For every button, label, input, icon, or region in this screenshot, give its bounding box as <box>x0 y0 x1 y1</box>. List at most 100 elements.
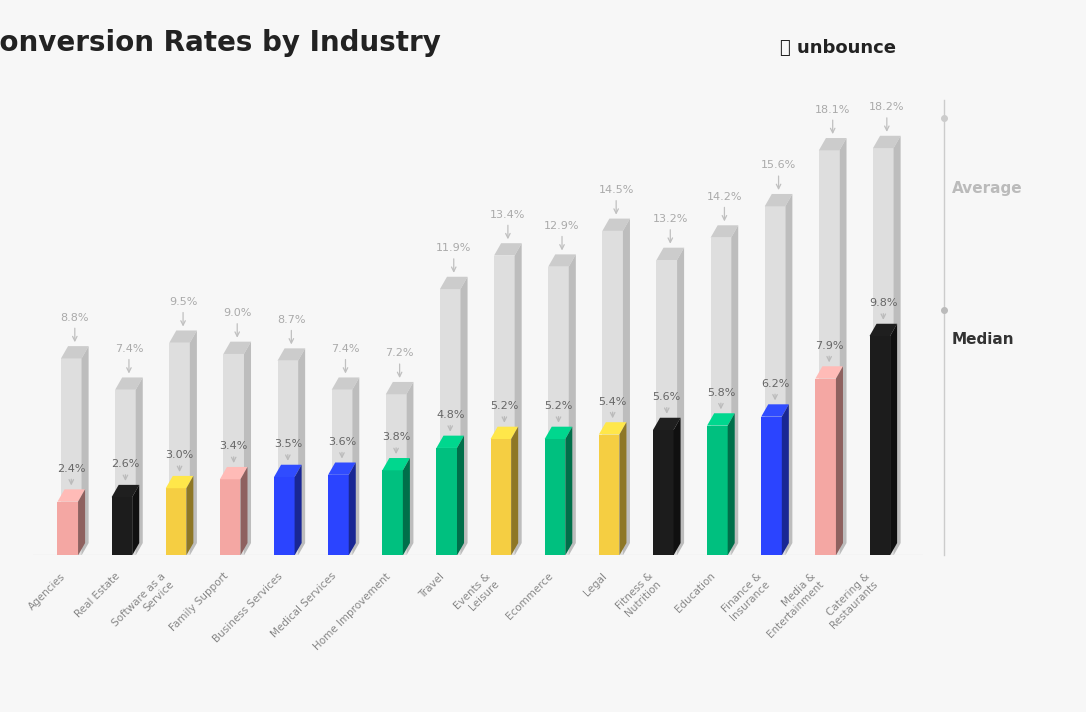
Text: Ecommerce: Ecommerce <box>504 571 555 622</box>
Text: Catering &
Restaurants: Catering & Restaurants <box>820 571 880 631</box>
Polygon shape <box>386 382 414 394</box>
Text: 5.6%: 5.6% <box>653 392 681 412</box>
Polygon shape <box>382 458 409 471</box>
Text: 3.4%: 3.4% <box>219 441 248 461</box>
Polygon shape <box>244 342 251 555</box>
Polygon shape <box>349 463 356 555</box>
Text: 14.5%: 14.5% <box>598 185 634 214</box>
Text: 9.5%: 9.5% <box>169 297 198 325</box>
Text: Software as a
Service: Software as a Service <box>111 571 176 637</box>
Polygon shape <box>406 382 414 555</box>
Polygon shape <box>437 436 464 448</box>
Text: 2.4%: 2.4% <box>58 464 86 484</box>
Text: 18.2%: 18.2% <box>869 103 905 130</box>
Polygon shape <box>132 485 139 555</box>
Polygon shape <box>328 463 356 475</box>
Polygon shape <box>299 348 305 555</box>
Text: 5.4%: 5.4% <box>598 397 627 417</box>
Text: Events &
Leisure: Events & Leisure <box>453 571 501 619</box>
Text: Education: Education <box>673 571 718 615</box>
Bar <box>816 379 836 555</box>
Bar <box>112 497 132 555</box>
Polygon shape <box>761 404 788 417</box>
Text: 9.8%: 9.8% <box>869 298 897 318</box>
Polygon shape <box>224 342 251 354</box>
Text: 4.8%: 4.8% <box>435 410 465 430</box>
Polygon shape <box>352 377 359 555</box>
Polygon shape <box>598 422 627 434</box>
Text: Conversion Rates by Industry: Conversion Rates by Industry <box>0 29 441 57</box>
Polygon shape <box>870 324 897 336</box>
Text: 13.4%: 13.4% <box>490 210 526 238</box>
Text: 7.2%: 7.2% <box>386 348 414 377</box>
Polygon shape <box>169 330 197 342</box>
Polygon shape <box>619 422 627 555</box>
Polygon shape <box>836 366 843 555</box>
Polygon shape <box>785 194 793 555</box>
Bar <box>382 471 403 555</box>
Polygon shape <box>403 458 409 555</box>
Polygon shape <box>569 254 576 555</box>
Text: 8.7%: 8.7% <box>277 315 305 343</box>
Text: Finance &
Insurance: Finance & Insurance <box>720 571 771 622</box>
Text: 5.2%: 5.2% <box>490 401 518 422</box>
Bar <box>169 342 190 555</box>
Polygon shape <box>294 465 302 555</box>
Polygon shape <box>81 346 89 555</box>
Polygon shape <box>278 348 305 361</box>
Polygon shape <box>894 136 900 555</box>
Text: 7.4%: 7.4% <box>115 344 143 372</box>
Polygon shape <box>115 377 142 389</box>
Polygon shape <box>545 426 572 439</box>
Bar <box>437 448 457 555</box>
Text: 18.1%: 18.1% <box>814 105 850 132</box>
Bar <box>819 150 839 555</box>
Text: 12.9%: 12.9% <box>544 221 580 249</box>
Polygon shape <box>331 377 359 389</box>
Polygon shape <box>457 436 464 555</box>
Polygon shape <box>491 426 518 439</box>
Polygon shape <box>782 404 788 555</box>
Text: Travel: Travel <box>418 571 446 600</box>
Polygon shape <box>603 219 630 231</box>
Text: Average: Average <box>951 182 1022 197</box>
Polygon shape <box>61 346 89 358</box>
Text: 2.6%: 2.6% <box>111 459 140 480</box>
Text: Business Services: Business Services <box>211 571 285 644</box>
Text: 3.6%: 3.6% <box>328 437 356 457</box>
Text: 3.8%: 3.8% <box>382 432 411 453</box>
Polygon shape <box>548 254 576 267</box>
Text: Real Estate: Real Estate <box>74 571 122 619</box>
Bar <box>870 336 891 555</box>
Polygon shape <box>58 489 85 502</box>
Text: 11.9%: 11.9% <box>437 244 471 271</box>
Bar <box>328 475 349 555</box>
Text: Family Support: Family Support <box>168 571 230 634</box>
Text: Medical Services: Medical Services <box>269 571 339 640</box>
Bar <box>545 439 566 555</box>
Bar <box>656 260 677 555</box>
Polygon shape <box>765 194 793 206</box>
Text: 7.9%: 7.9% <box>814 340 844 361</box>
Bar <box>548 267 569 555</box>
Bar <box>61 358 81 555</box>
Text: 5.8%: 5.8% <box>707 387 735 408</box>
Text: Agencies: Agencies <box>27 571 67 612</box>
Text: 5.2%: 5.2% <box>544 401 572 422</box>
Bar <box>491 439 512 555</box>
Polygon shape <box>673 418 681 555</box>
Text: Fitness &
Nutrition: Fitness & Nutrition <box>615 571 664 620</box>
Bar <box>598 434 619 555</box>
Polygon shape <box>240 467 248 555</box>
Text: 9.0%: 9.0% <box>223 308 251 336</box>
Polygon shape <box>460 277 468 555</box>
Text: Media &
Entertainment: Media & Entertainment <box>757 571 825 639</box>
Text: Home Improvement: Home Improvement <box>312 571 392 651</box>
Text: 14.2%: 14.2% <box>707 192 742 220</box>
Polygon shape <box>710 225 738 238</box>
Text: Legal: Legal <box>582 571 609 598</box>
Bar <box>603 231 623 555</box>
Bar <box>331 389 352 555</box>
Bar <box>765 206 785 555</box>
Text: Median: Median <box>951 332 1014 347</box>
